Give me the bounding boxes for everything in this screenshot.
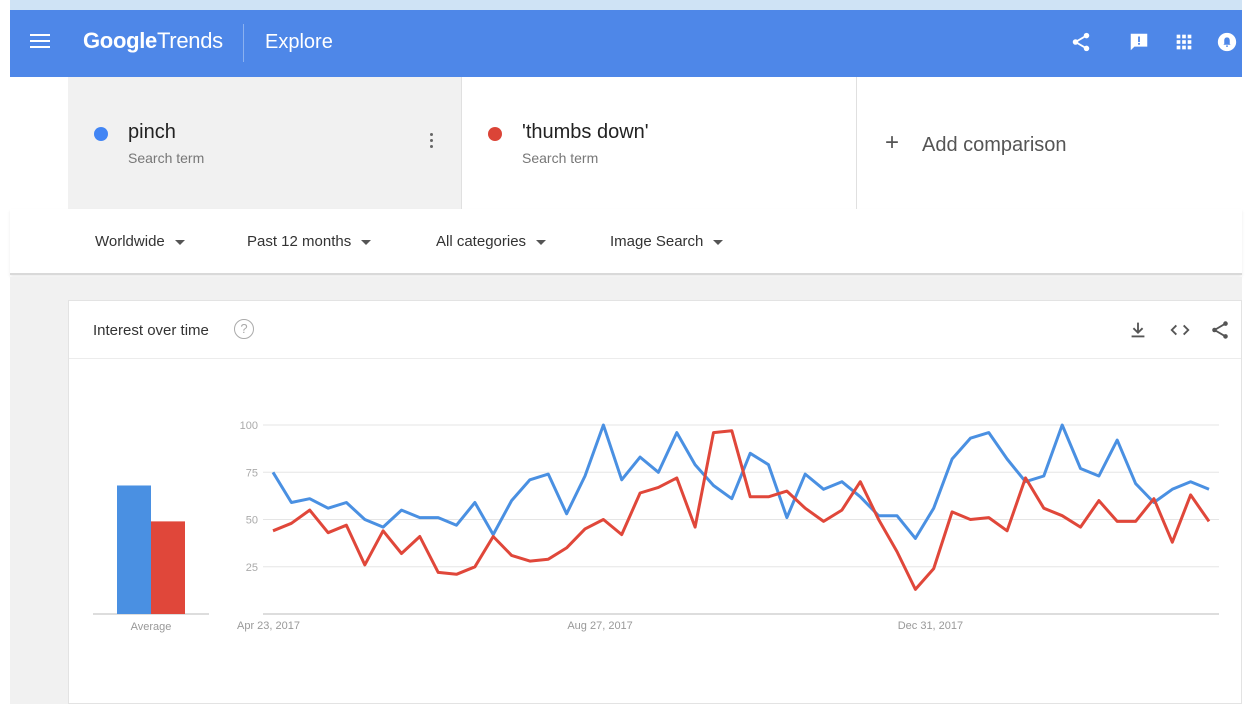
logo-google: Google	[83, 28, 157, 53]
x-tick-label: Apr 23, 2017	[237, 620, 300, 632]
share-icon[interactable]	[1070, 31, 1092, 53]
interest-over-time-chart: 25 50 75 100 Apr 23, 2017 Aug 27, 2017 Dec 31,…	[93, 420, 1219, 633]
apps-icon[interactable]	[1173, 31, 1195, 53]
help-icon[interactable]: ?	[234, 319, 254, 339]
search-type-dropdown[interactable]: Image Search	[610, 233, 724, 250]
y-tick-label: 75	[246, 467, 258, 479]
average-bar	[117, 485, 151, 614]
plus-icon: +	[885, 129, 900, 156]
y-tick-label: 50	[246, 515, 258, 527]
dropdown-arrow-icon	[174, 239, 185, 245]
embed-code-icon[interactable]	[1169, 319, 1191, 341]
x-tick-label: Dec 31, 2017	[898, 620, 963, 632]
card-header: Interest over time ?	[69, 301, 1241, 359]
google-trends-logo[interactable]: GoogleTrends	[83, 28, 223, 54]
dropdown-arrow-icon	[361, 239, 372, 245]
logo-trends: Trends	[156, 28, 223, 53]
region-dropdown[interactable]: Worldwide	[95, 233, 185, 250]
series-line	[272, 429, 1211, 591]
time-range-dropdown[interactable]: Past 12 months	[247, 233, 372, 250]
interest-over-time-card: Interest over time ? 25 50 75 100 Apr 23, 20…	[68, 300, 1242, 704]
term-name[interactable]: 'thumbs down'	[522, 121, 649, 143]
app-header: GoogleTrends Explore	[10, 10, 1242, 77]
card-title: Interest over time	[93, 322, 209, 339]
term-type: Search term	[522, 150, 599, 166]
filters-bar: Worldwide Past 12 months All categories …	[10, 209, 1242, 275]
more-options-icon[interactable]	[430, 133, 434, 151]
y-tick-label: 25	[246, 562, 258, 574]
page-title: Explore	[265, 31, 333, 53]
notifications-icon[interactable]	[1216, 31, 1238, 53]
term-card-pinch[interactable]: pinch Search term	[68, 77, 462, 209]
feedback-icon[interactable]	[1128, 31, 1150, 53]
menu-icon[interactable]	[28, 30, 52, 54]
add-comparison-button[interactable]: + Add comparison	[857, 77, 1242, 209]
term-card-thumbs-down[interactable]: 'thumbs down' Search term	[462, 77, 857, 209]
dropdown-arrow-icon	[713, 239, 724, 245]
share-icon[interactable]	[1209, 319, 1231, 341]
browser-top-strip	[10, 0, 1242, 10]
download-icon[interactable]	[1127, 319, 1149, 341]
average-bar	[151, 521, 185, 614]
search-terms-bar: pinch Search term 'thumbs down' Search t…	[68, 77, 1242, 209]
term-color-dot	[488, 127, 502, 141]
search-type-value: Image Search	[610, 233, 704, 250]
add-comparison-label: Add comparison	[922, 134, 1067, 156]
y-tick-label: 100	[240, 420, 258, 432]
average-label: Average	[131, 621, 172, 633]
category-value: All categories	[436, 233, 527, 250]
region-value: Worldwide	[95, 233, 165, 250]
term-name[interactable]: pinch	[128, 121, 176, 143]
term-color-dot	[94, 127, 108, 141]
header-divider	[243, 24, 244, 62]
time-range-value: Past 12 months	[247, 233, 352, 250]
category-dropdown[interactable]: All categories	[436, 233, 547, 250]
x-tick-label: Aug 27, 2017	[567, 620, 632, 632]
term-type: Search term	[128, 150, 205, 166]
series-line	[271, 423, 1210, 540]
dropdown-arrow-icon	[536, 239, 547, 245]
